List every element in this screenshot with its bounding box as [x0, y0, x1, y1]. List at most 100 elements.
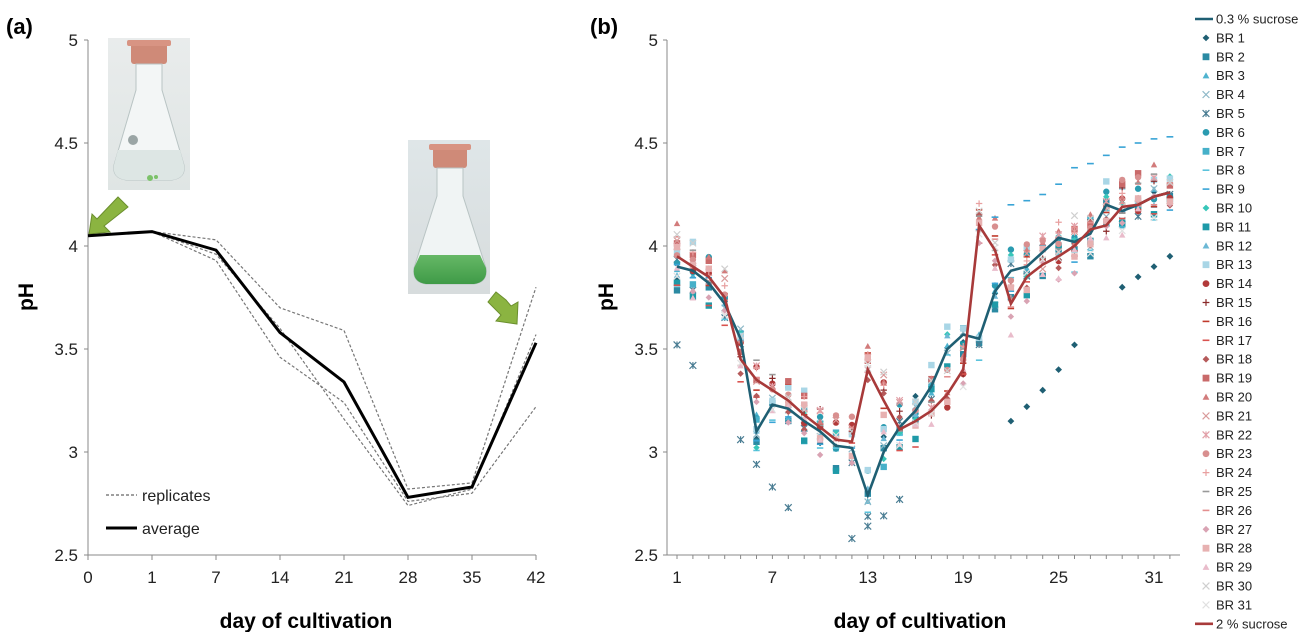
data-point	[1071, 341, 1078, 349]
y-tick-label-a: 3	[69, 443, 78, 462]
data-point	[1023, 291, 1030, 299]
legend-item: BR 21	[1202, 408, 1252, 423]
data-point	[1150, 184, 1158, 193]
data-point	[896, 408, 903, 415]
data-point	[1007, 256, 1015, 263]
data-point	[991, 223, 999, 230]
data-point	[1166, 178, 1174, 187]
replicate-line-2	[87, 230, 537, 503]
data-point	[832, 412, 840, 419]
legend-item: BR 28	[1202, 541, 1252, 556]
data-point	[864, 498, 872, 506]
data-point	[816, 451, 824, 459]
legend-a: replicates average	[106, 488, 210, 538]
data-point	[705, 257, 712, 264]
legend-label: BR 23	[1216, 446, 1252, 461]
data-point	[1087, 234, 1094, 241]
series-br-28	[673, 195, 1174, 460]
legend-label: BR 26	[1216, 503, 1252, 518]
legend-swatch	[1202, 544, 1210, 552]
data-point	[991, 261, 999, 269]
x-tick-label-b: 1	[672, 568, 681, 587]
x-tick-label-a: 1	[147, 568, 156, 587]
data-point	[673, 220, 681, 227]
legend-item: BR 22	[1202, 427, 1252, 442]
data-point	[944, 363, 951, 370]
legend-label: BR 19	[1216, 371, 1252, 386]
legend-item: 0.3 % sucrose	[1195, 12, 1298, 27]
legend-label: BR 7	[1216, 144, 1245, 159]
data-point	[768, 483, 777, 491]
data-point	[991, 265, 999, 271]
flask-start-photo	[108, 38, 190, 190]
data-point	[673, 287, 681, 294]
data-point	[784, 503, 793, 512]
legend-label: BR 29	[1216, 560, 1252, 575]
data-point	[1086, 249, 1095, 258]
legend-label: BR 22	[1216, 427, 1252, 442]
legend-swatch	[1202, 204, 1210, 212]
legend-swatch	[1202, 129, 1210, 136]
data-point	[689, 294, 697, 301]
data-point	[1150, 214, 1158, 222]
legend-swatch	[1202, 242, 1210, 249]
data-point	[721, 311, 729, 319]
data-point	[1023, 249, 1031, 258]
data-point	[928, 421, 935, 427]
data-point	[880, 378, 887, 385]
legend-label: BR 14	[1216, 276, 1252, 291]
data-point	[880, 411, 887, 419]
legend-label: BR 25	[1216, 484, 1252, 499]
data-point	[816, 436, 824, 443]
legend-swatch	[1202, 563, 1210, 570]
panel-b-label: (b)	[590, 14, 618, 39]
data-point	[721, 274, 729, 283]
x-tick-label-b: 31	[1145, 568, 1164, 587]
data-point	[848, 413, 856, 420]
data-point	[689, 361, 697, 370]
legend-item: BR 17	[1202, 333, 1252, 348]
data-point	[864, 466, 871, 474]
legend-item: BR 6	[1202, 125, 1245, 140]
data-point	[1086, 214, 1095, 222]
data-point	[1119, 194, 1126, 200]
data-point	[1103, 188, 1110, 195]
legend-swatch	[1202, 299, 1210, 306]
legend-swatch	[1202, 72, 1210, 79]
data-point	[1166, 252, 1174, 260]
legend-swatch	[1202, 374, 1210, 382]
panel-a-label: (a)	[6, 14, 33, 39]
data-point	[1087, 211, 1094, 218]
data-point	[801, 393, 808, 400]
data-point	[960, 325, 967, 332]
legend-label: 0.3 % sucrose	[1216, 12, 1298, 27]
y-axis-title-b: pH	[595, 283, 618, 311]
legend-label: BR 6	[1216, 125, 1245, 140]
data-point	[705, 294, 712, 301]
data-point	[705, 284, 712, 291]
series-br-21	[673, 197, 1142, 432]
legend-label: BR 2	[1216, 49, 1245, 64]
legend-swatch	[1202, 582, 1210, 590]
legend-swatch	[1202, 430, 1210, 439]
y-tick-label-a: 3.5	[54, 340, 78, 359]
legend-item: 2 % sucrose	[1195, 616, 1288, 631]
series-br-5-highlight	[673, 341, 904, 543]
series-br-9-highlight	[975, 136, 1174, 231]
data-point	[1103, 178, 1110, 185]
legend-swatch	[1202, 261, 1210, 269]
legend-label: BR 8	[1216, 163, 1245, 178]
legend-label: BR 31	[1216, 597, 1252, 612]
legend-label: BR 17	[1216, 333, 1252, 348]
data-point	[1103, 193, 1110, 200]
legend-label: BR 12	[1216, 238, 1252, 253]
data-point	[1166, 182, 1174, 189]
data-point	[1150, 263, 1158, 270]
data-point	[943, 367, 951, 375]
data-point	[832, 416, 840, 424]
series-br-2	[673, 192, 1174, 497]
data-point	[1007, 417, 1015, 425]
data-point	[1007, 277, 1015, 284]
legend-item: BR 2	[1202, 49, 1245, 64]
data-point	[673, 272, 681, 280]
